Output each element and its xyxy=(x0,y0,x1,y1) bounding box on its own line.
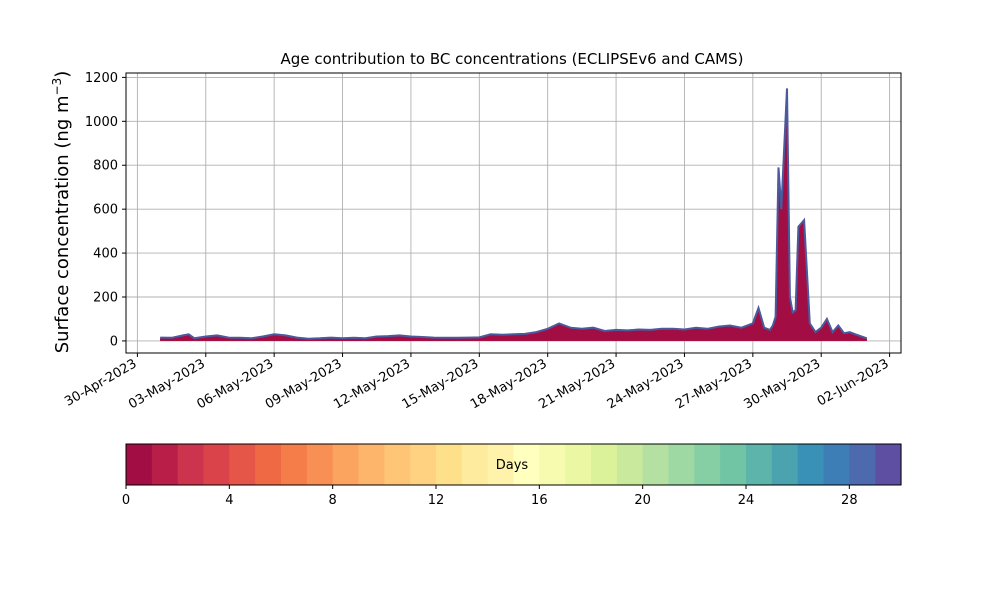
x-tick-label: 12-May-2023 xyxy=(331,356,413,412)
colorbar-swatch xyxy=(281,444,308,485)
colorbar-swatch xyxy=(720,444,747,485)
age-contribution-areas xyxy=(160,88,867,341)
y-tick-label: 200 xyxy=(93,291,118,306)
colorbar-swatch xyxy=(539,444,566,485)
colorbar-swatch xyxy=(410,444,437,485)
x-tick-label: 24-May-2023 xyxy=(605,356,687,412)
x-tick-label: 18-May-2023 xyxy=(468,356,550,412)
colorbar-swatch xyxy=(461,444,489,485)
y-tick-label: 400 xyxy=(93,247,118,262)
x-tick-label: 06-May-2023 xyxy=(194,356,276,412)
colorbar-swatch xyxy=(591,444,618,485)
colorbar-swatch xyxy=(436,444,463,485)
colorbar-swatch xyxy=(487,444,515,485)
colorbar-tick-label: 12 xyxy=(428,493,445,508)
colorbar-tick-label: 0 xyxy=(122,493,130,508)
total-line xyxy=(160,88,868,340)
x-tick-label: 27-May-2023 xyxy=(673,356,755,412)
chart-title: Age contribution to BC concentrations (E… xyxy=(281,50,744,68)
y-axis-label: Surface concentration (ng m−3) xyxy=(50,71,73,354)
colorbar-swatch xyxy=(384,444,411,485)
plot-frame xyxy=(125,72,902,354)
colorbar-swatch xyxy=(126,444,153,485)
colorbar: Days 0 4 8 12 16 20 24 28 xyxy=(122,443,902,508)
age-band-area xyxy=(160,116,867,341)
y-tick-label: 0 xyxy=(110,334,118,349)
colorbar-swatch xyxy=(513,444,540,485)
age-band-area xyxy=(160,88,867,341)
colorbar-tick-label: 28 xyxy=(841,493,858,508)
colorbar-swatch xyxy=(849,444,876,485)
age-band-area xyxy=(160,129,867,341)
colorbar-swatch xyxy=(642,444,670,485)
y-axis-label-superscript: −3 xyxy=(50,78,64,96)
y-axis-label-main: Surface concentration (ng m xyxy=(52,95,73,353)
colorbar-swatch xyxy=(151,444,179,485)
age-band-area xyxy=(160,142,867,341)
x-tick-label: 21-May-2023 xyxy=(536,356,618,412)
y-tick-label: 1200 xyxy=(85,71,118,86)
colorbar-swatch xyxy=(229,444,256,485)
colorbar-swatch xyxy=(203,444,230,485)
colorbar-swatch xyxy=(694,444,721,485)
y-tick-label: 600 xyxy=(93,203,118,218)
colorbar-tick-label: 16 xyxy=(531,493,548,508)
x-tick-label: 09-May-2023 xyxy=(263,356,345,412)
y-tick-label: 1000 xyxy=(85,115,118,130)
colorbar-frame xyxy=(125,443,902,486)
axes: 02004006008001000120030-Apr-202303-May-2… xyxy=(62,71,902,412)
colorbar-swatch xyxy=(332,444,360,485)
colorbar-swatch xyxy=(875,444,902,485)
colorbar-swatch xyxy=(746,444,773,485)
x-tick-label: 03-May-2023 xyxy=(126,356,208,412)
colorbar-tick-label: 24 xyxy=(738,493,755,508)
age-band-area xyxy=(160,102,867,341)
colorbar-tick-label: 8 xyxy=(329,493,337,508)
colorbar-tick-label: 20 xyxy=(634,493,651,508)
x-tick-label: 02-Jun-2023 xyxy=(815,356,892,409)
colorbar-swatch xyxy=(823,444,850,485)
colorbar-swatch xyxy=(797,444,825,485)
colorbar-swatch xyxy=(565,444,592,485)
colorbar-swatch xyxy=(668,444,695,485)
colorbar-swatch xyxy=(616,444,644,485)
colorbar-tick-label: 4 xyxy=(225,493,233,508)
total-concentration-line xyxy=(160,88,868,340)
colorbar-swatch xyxy=(771,444,799,485)
colorbar-swatch xyxy=(177,444,205,485)
grid xyxy=(126,73,901,353)
y-tick-label: 800 xyxy=(93,159,118,174)
x-tick-label: 30-May-2023 xyxy=(742,356,824,412)
colorbar-swatch xyxy=(255,444,282,485)
x-tick-label: 15-May-2023 xyxy=(400,356,482,412)
colorbar-swatch xyxy=(358,444,385,485)
colorbar-label: Days xyxy=(496,458,529,473)
colorbar-swatch xyxy=(306,444,334,485)
y-axis-label-close: ) xyxy=(52,71,73,78)
